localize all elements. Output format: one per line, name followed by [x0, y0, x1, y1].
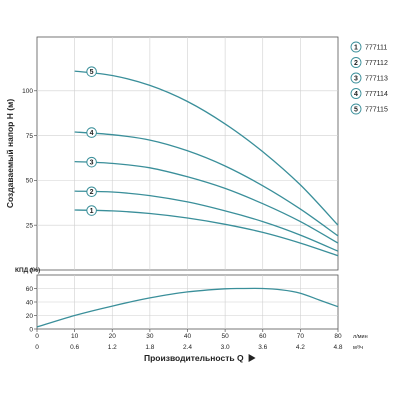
head-curve-777112: [74, 190, 339, 252]
legend-label-777112: 777112: [365, 60, 388, 67]
curve-badge-number: 4: [90, 130, 94, 137]
curve-badge-number: 5: [90, 69, 94, 76]
head-y-tick-label: 25: [26, 222, 34, 229]
x-tick-label-m3h: 3.6: [258, 344, 267, 351]
x-unit-m3h: м³/ч: [353, 345, 363, 351]
curve-badge-1: [86, 205, 97, 216]
efficiency-y-tick-label: 0: [29, 326, 33, 333]
x-axis-arrow-icon: [248, 354, 256, 362]
x-tick-label-lmin: 20: [109, 333, 117, 340]
x-tick-label-lmin: 30: [146, 333, 154, 340]
curve-badge-number: 2: [90, 189, 94, 196]
legend-badge-number: 3: [354, 75, 358, 82]
efficiency-axis-title: КПД (%): [15, 267, 40, 274]
head-y-tick-label: 50: [26, 178, 34, 185]
x-tick-label-lmin: 40: [184, 333, 192, 340]
curve-badge-3: [86, 156, 97, 168]
x-axis-title: Производительность Q: [144, 353, 244, 363]
head-curve-777114: [74, 131, 339, 237]
x-tick-label-m3h: 0.6: [70, 344, 79, 351]
head-curve-777115: [74, 70, 339, 226]
efficiency-curve: [36, 287, 339, 328]
legend-badge-number: 5: [354, 106, 358, 113]
x-tick-label-m3h: 4.8: [333, 344, 342, 351]
curve-badge-2: [86, 186, 97, 198]
curve-badge-4: [86, 127, 97, 138]
legend-badge-number: 1: [354, 44, 358, 51]
head-axis-title: Создаваемый напор H (м): [5, 99, 15, 209]
x-tick-label-m3h: 3.0: [221, 344, 230, 351]
x-tick-label-lmin: 80: [334, 333, 342, 340]
x-tick-label-m3h: 1.8: [145, 344, 154, 351]
curve-badge-5: [86, 66, 97, 77]
x-tick-label-m3h: 2.4: [183, 344, 192, 351]
x-tick-label-lmin: 50: [222, 333, 230, 340]
head-y-tick-label: 0: [29, 267, 33, 274]
x-tick-label-m3h: 4.2: [296, 344, 305, 351]
legend-badge-number: 4: [354, 91, 358, 98]
legend-badge-2: [350, 57, 362, 68]
x-unit-lmin: л/мин: [353, 334, 368, 340]
x-tick-label-lmin: 70: [297, 333, 305, 340]
efficiency-y-tick-label: 40: [26, 299, 34, 306]
head-curve-777111: [74, 209, 339, 257]
head-y-tick-label: 75: [26, 133, 34, 140]
x-tick-label-lmin: 0: [35, 333, 39, 340]
curve-badge-number: 3: [90, 160, 94, 167]
head-curve-777113: [74, 160, 339, 244]
x-tick-label-m3h: 0: [35, 344, 39, 351]
legend-badge-4: [350, 88, 362, 99]
legend-badge-5: [350, 103, 362, 115]
efficiency-y-tick-label: 60: [26, 286, 34, 293]
legend-label-777115: 777115: [365, 106, 388, 113]
legend-label-777114: 777114: [365, 91, 388, 98]
x-tick-label-lmin: 60: [259, 333, 267, 340]
legend-label-777111: 777111: [365, 44, 387, 51]
legend-label-777113: 777113: [365, 75, 388, 82]
legend-badge-3: [350, 72, 362, 84]
efficiency-y-tick-label: 20: [26, 313, 34, 320]
head-y-tick-label: 100: [22, 88, 33, 95]
legend-badge-1: [350, 41, 362, 53]
x-tick-label-m3h: 1.2: [108, 344, 117, 351]
x-tick-label-lmin: 10: [71, 333, 79, 340]
curve-badge-number: 1: [90, 208, 94, 215]
legend-badge-number: 2: [354, 60, 358, 67]
